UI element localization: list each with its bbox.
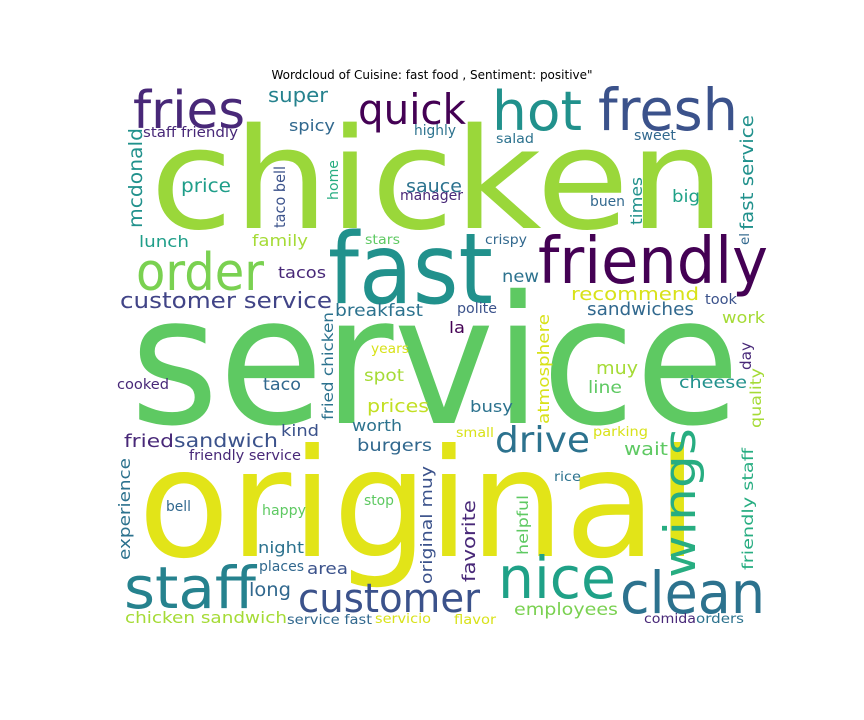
wordcloud-word: nice (498, 544, 616, 612)
wordcloud-word: polite (457, 301, 497, 317)
wordcloud-word: staff friendly (143, 125, 238, 141)
wordcloud-word: friendly service (189, 448, 301, 464)
wordcloud-word: taco bell (271, 166, 289, 228)
wordcloud-word: small (456, 426, 494, 441)
wordcloud-word: favorite (459, 500, 480, 582)
wordcloud-word: drive (495, 420, 590, 461)
wordcloud-word: prices (367, 396, 429, 417)
wordcloud-word: quick (358, 85, 467, 134)
wordcloud-word: flavor (454, 613, 497, 628)
wordcloud-word: worth (352, 416, 402, 435)
wordcloud-word: happy (262, 503, 306, 519)
wordcloud-word: customer (298, 576, 481, 622)
wordcloud-word: employees (514, 600, 618, 620)
wordcloud-word: chicken (150, 99, 725, 262)
wordcloud-word: friendly staff (739, 447, 757, 570)
wordcloud-word: fried chicken (319, 312, 337, 420)
wordcloud-word: family (252, 231, 308, 250)
wordcloud-word: sauce (406, 176, 462, 197)
wordcloud-word: work (722, 308, 766, 327)
wordcloud-word: day (737, 342, 755, 370)
wordcloud-word: area (307, 559, 348, 578)
wordcloud-word: spot (364, 366, 404, 386)
wordcloud-word: sandwich (174, 430, 278, 452)
wordcloud-word: fried (124, 431, 174, 452)
wordcloud-word: price (181, 175, 231, 197)
wordcloud-word: hot (492, 80, 582, 143)
wordcloud-word: night (258, 538, 304, 557)
wordcloud-word: staff (124, 554, 258, 622)
wordcloud-word: fast service (737, 115, 758, 230)
wordcloud-word: fast (328, 213, 493, 327)
wordcloud-word: sandwiches (587, 299, 694, 320)
wordcloud-word: orders (696, 612, 744, 627)
wordcloud-word: sweet (634, 128, 677, 144)
wordcloud-word: breakfast (335, 301, 423, 321)
wordcloud-word: chicken sandwich (125, 608, 287, 627)
wordcloud-word: took (705, 292, 738, 308)
wordcloud-word: lunch (139, 232, 189, 251)
wordcloud-word: friendly (538, 225, 768, 299)
wordcloud-word: crispy (485, 233, 527, 248)
wordcloud-word: el (738, 233, 753, 245)
wordcloud-word: busy (470, 397, 513, 416)
wordcloud-word: parking (593, 425, 648, 440)
wordcloud-word: wings (655, 428, 706, 578)
wordcloud-word: helpful (514, 495, 532, 555)
chart-title: Wordcloud of Cuisine: fast food , Sentim… (271, 68, 593, 82)
wordcloud-word: tacos (278, 263, 326, 282)
wordcloud-word: experience (115, 458, 134, 560)
wordcloud-word: spicy (289, 116, 335, 135)
wordcloud-word: mcdonald (125, 128, 147, 228)
wordcloud-word: salad (496, 132, 534, 147)
wordcloud-word: original muy (417, 466, 436, 584)
wordcloud-word: places (259, 559, 304, 575)
wordcloud-word: muy (596, 358, 638, 379)
wordcloud-word: quality (747, 368, 765, 428)
wordcloud-word: buen (590, 194, 625, 210)
wordcloud-word: rice (554, 470, 581, 485)
wordcloud-word: recommend (571, 284, 699, 305)
wordcloud-word: stop (364, 493, 394, 509)
wordcloud-word: clean (620, 559, 765, 627)
wordcloud-word: manager (400, 188, 463, 204)
wordcloud-word: taco (263, 375, 301, 395)
wordcloud-word: fries (133, 81, 245, 141)
wordcloud-word: kind (281, 421, 319, 440)
wordcloud-word: new (502, 267, 539, 287)
wordcloud-word: servicio (375, 612, 431, 627)
wordcloud-word: bell (166, 499, 191, 515)
wordcloud-word: burgers (357, 436, 432, 456)
wordcloud-word: cheese (679, 373, 747, 393)
wordcloud-word: la (449, 318, 465, 337)
wordcloud-word: wait (624, 439, 668, 460)
wordcloud-word: fresh (598, 76, 738, 144)
wordcloud-word: cooked (117, 377, 169, 393)
wordcloud-word: home (326, 160, 342, 200)
wordcloud-word: order (136, 243, 265, 303)
wordcloud-word: comida (644, 612, 696, 627)
wordcloud-word: big (672, 187, 700, 207)
wordcloud-word: customer service (120, 289, 332, 314)
wordcloud-word: atmosphere (534, 314, 553, 424)
wordcloud-word: service fast (287, 613, 372, 628)
wordcloud-word: super (268, 83, 329, 107)
wordcloud-word: original (138, 418, 698, 592)
wordcloud-word: times (627, 177, 646, 225)
wordcloud-word: highly (414, 123, 456, 139)
wordcloud-word: stars (365, 233, 400, 248)
wordcloud-word: years (371, 342, 409, 357)
wordcloud-word: line (588, 378, 622, 398)
wordcloud-word: long (249, 579, 291, 601)
wordcloud-word: service (130, 258, 740, 465)
